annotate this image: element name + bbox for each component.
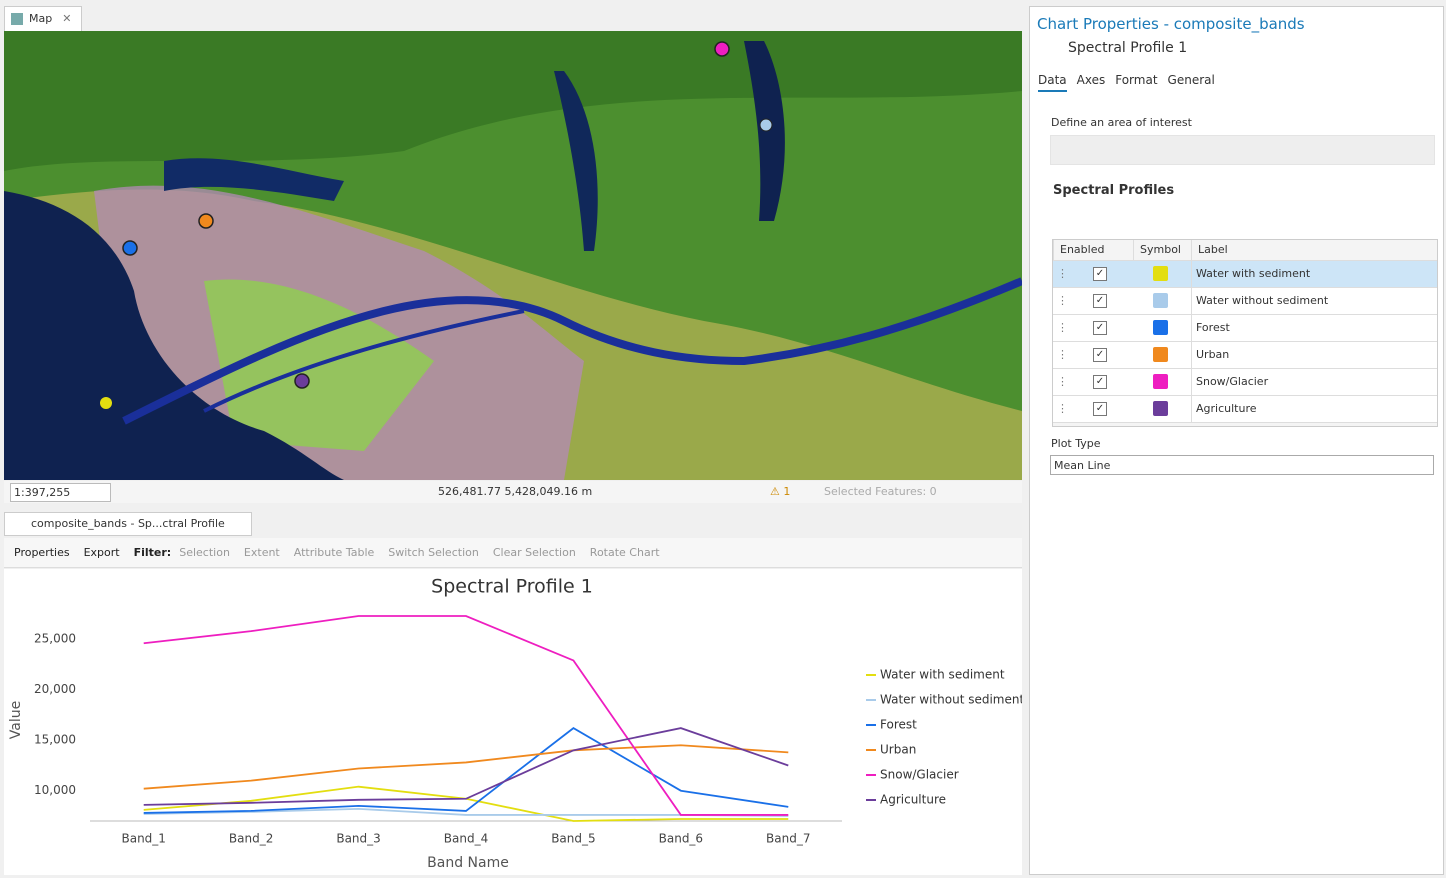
- toolbar-button: Selection: [179, 546, 230, 559]
- profile-row[interactable]: ⋮ ✓ Water with sediment: [1053, 261, 1437, 288]
- y-axis-label: Value: [8, 701, 24, 739]
- chart: Spectral Profile 1 Band Name Value 10,00…: [4, 569, 1022, 875]
- profile-row[interactable]: ⋮ ✓ Forest: [1053, 315, 1437, 342]
- toolbar-button[interactable]: Export: [83, 546, 120, 559]
- enabled-checkbox: ✓: [1093, 321, 1107, 335]
- panel-title: Chart Properties - composite_bands: [1037, 15, 1305, 33]
- enabled-checkbox: ✓: [1093, 294, 1107, 308]
- filter-label: Filter:: [133, 546, 172, 559]
- series-line: [143, 727, 789, 806]
- legend-label: Urban: [880, 743, 916, 757]
- chart-properties-panel: Chart Properties - composite_bands Spect…: [1029, 6, 1444, 875]
- symbol-swatch: [1153, 374, 1168, 389]
- panel-tab[interactable]: Axes: [1076, 73, 1106, 87]
- profile-label: Agriculture: [1191, 396, 1437, 422]
- y-tick-label: 15,000: [34, 733, 76, 747]
- toolbar-button[interactable]: Properties: [14, 546, 70, 559]
- profile-label: Water with sediment: [1191, 261, 1437, 287]
- y-tick-label: 10,000: [34, 783, 76, 797]
- warning-number: 1: [783, 485, 791, 498]
- x-tick-label: Band_1: [121, 832, 165, 846]
- enabled-checkbox: ✓: [1093, 267, 1107, 281]
- profile-row[interactable]: ⋮ ✓ Snow/Glacier: [1053, 369, 1437, 396]
- enabled-checkbox: ✓: [1093, 348, 1107, 362]
- tab-strip: Data Axes Format General: [1038, 73, 1225, 92]
- enabled-checkbox: ✓: [1093, 402, 1107, 416]
- row-handle: ⋮: [1057, 348, 1068, 361]
- profile-label: Water without sediment: [1191, 288, 1437, 314]
- x-tick-label: Band_5: [551, 832, 595, 846]
- profiles-title: Spectral Profiles: [1053, 183, 1175, 198]
- toolbar-button: Clear Selection: [492, 546, 576, 559]
- row-handle: ⋮: [1057, 375, 1068, 388]
- symbol-swatch: [1153, 401, 1168, 416]
- series-line: [143, 744, 789, 790]
- symbol-swatch: [1153, 320, 1168, 335]
- aoi-tools[interactable]: [1050, 135, 1435, 165]
- plot-type-label: Plot Type: [1051, 437, 1101, 450]
- coordinates: 526,481.77 5,428,049.16 m: [438, 485, 593, 498]
- x-tick-label: Band_2: [229, 832, 273, 846]
- column-header: Symbol: [1133, 240, 1191, 260]
- x-tick-label: Band_3: [336, 832, 380, 846]
- selected-features: Selected Features: 0: [824, 485, 937, 498]
- legend-label: Forest: [880, 718, 917, 732]
- y-tick-label: 25,000: [34, 632, 76, 646]
- chart-title: Spectral Profile 1: [431, 576, 593, 598]
- legend-label: Water with sediment: [880, 668, 1005, 682]
- profiles-table: Enabled Symbol Label ⋮ ✓ Water with sediment ⋮…: [1052, 239, 1438, 427]
- chart-tab[interactable]: composite_bands - Sp...ctral Profile 1✕: [4, 512, 252, 552]
- symbol-swatch: [1153, 347, 1168, 362]
- profile-row[interactable]: ⋮ ✓ Agriculture: [1053, 396, 1437, 423]
- legend-label: Agriculture: [880, 793, 946, 807]
- toolbar-button: Rotate Chart: [589, 546, 660, 559]
- aoi-label: Define an area of interest: [1051, 116, 1192, 129]
- series-line: [143, 727, 789, 814]
- symbol-swatch: [1153, 293, 1168, 308]
- column-header: Label: [1191, 240, 1437, 260]
- panel-tab[interactable]: Data: [1038, 73, 1067, 92]
- profile-label: Snow/Glacier: [1191, 369, 1437, 395]
- map-status-bar: 1:397,255 526,481.77 5,428,049.16 m ⚠ 1 …: [4, 481, 1022, 503]
- column-header: Enabled: [1053, 240, 1133, 260]
- profile-label: Urban: [1191, 342, 1437, 368]
- series-line: [143, 615, 789, 816]
- enabled-checkbox: ✓: [1093, 375, 1107, 389]
- row-handle: ⋮: [1057, 321, 1068, 334]
- x-axis-label: Band Name: [427, 855, 509, 871]
- row-handle: ⋮: [1057, 267, 1068, 280]
- map-view[interactable]: [4, 31, 1022, 480]
- x-tick-label: Band_7: [766, 832, 810, 846]
- toolbar-button: Extent: [243, 546, 280, 559]
- toolbar-button: Attribute Table: [293, 546, 375, 559]
- legend-label: Snow/Glacier: [880, 768, 959, 782]
- x-tick-label: Band_4: [444, 832, 488, 846]
- y-tick-label: 20,000: [34, 682, 76, 696]
- table-header: Enabled Symbol Label: [1053, 240, 1437, 261]
- symbol-swatch: [1153, 266, 1168, 281]
- profile-row[interactable]: ⋮ ✓ Urban: [1053, 342, 1437, 369]
- tab-title: Map: [29, 12, 53, 25]
- map-tab[interactable]: Map ✕: [4, 6, 82, 32]
- chart-name: Spectral Profile 1: [1068, 40, 1188, 56]
- chart-toolbar: Properties Export Filter: Selection Extent At…: [4, 538, 1022, 568]
- profile-row[interactable]: ⋮ ✓ Water without sediment: [1053, 288, 1437, 315]
- row-handle: ⋮: [1057, 294, 1068, 307]
- scale-box[interactable]: 1:397,255: [10, 483, 111, 502]
- panel-tab[interactable]: Format: [1115, 73, 1158, 87]
- profile-label: Forest: [1191, 315, 1437, 341]
- warning-count[interactable]: ⚠ 1: [770, 485, 791, 498]
- x-tick-label: Band_6: [659, 832, 703, 846]
- toolbar-button: Switch Selection: [388, 546, 479, 559]
- legend-label: Water without sediment: [880, 693, 1022, 707]
- panel-tab[interactable]: General: [1167, 73, 1215, 87]
- row-handle: ⋮: [1057, 402, 1068, 415]
- plot-type-select[interactable]: Mean Line: [1050, 455, 1434, 475]
